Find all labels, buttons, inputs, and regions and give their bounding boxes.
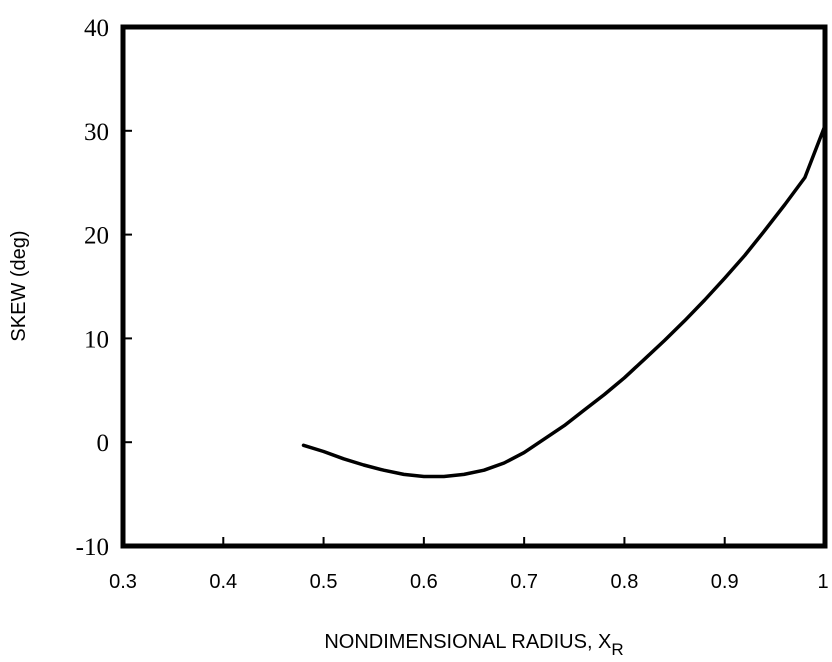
y-tick-label: 10 bbox=[84, 326, 109, 353]
x-tick-label: 0.9 bbox=[711, 571, 739, 593]
x-tick-label: 0.8 bbox=[611, 571, 639, 593]
y-axis-title: SKEW (deg) bbox=[8, 230, 30, 341]
x-tick-label: 0.7 bbox=[510, 571, 538, 593]
x-axis-title: NONDIMENSIONAL RADIUS, XR bbox=[324, 631, 623, 659]
plot-frame bbox=[120, 24, 828, 549]
y-tick-label: -10 bbox=[76, 534, 109, 561]
y-tick-label: 30 bbox=[84, 119, 109, 146]
x-tick-label: 0.6 bbox=[410, 571, 438, 593]
x-tick-label: 0.4 bbox=[209, 571, 237, 593]
series-line bbox=[301, 123, 827, 479]
x-axis-title-subscript: R bbox=[611, 640, 623, 659]
x-tick-label: 0.5 bbox=[310, 571, 338, 593]
x-axis-ticks: 0.3 0.4 0.5 0.6 0.7 0.8 0.9 1 bbox=[109, 537, 829, 593]
y-tick-label: 40 bbox=[84, 15, 109, 42]
y-axis-ticks: -10 0 10 20 30 40 bbox=[76, 15, 132, 561]
x-tick-label: 0.3 bbox=[109, 571, 137, 593]
y-tick-label: 0 bbox=[97, 430, 110, 457]
x-axis-title-main: NONDIMENSIONAL RADIUS, X bbox=[324, 631, 611, 653]
y-tick-label: 20 bbox=[84, 223, 109, 250]
x-tick-label: 1 bbox=[817, 571, 828, 593]
